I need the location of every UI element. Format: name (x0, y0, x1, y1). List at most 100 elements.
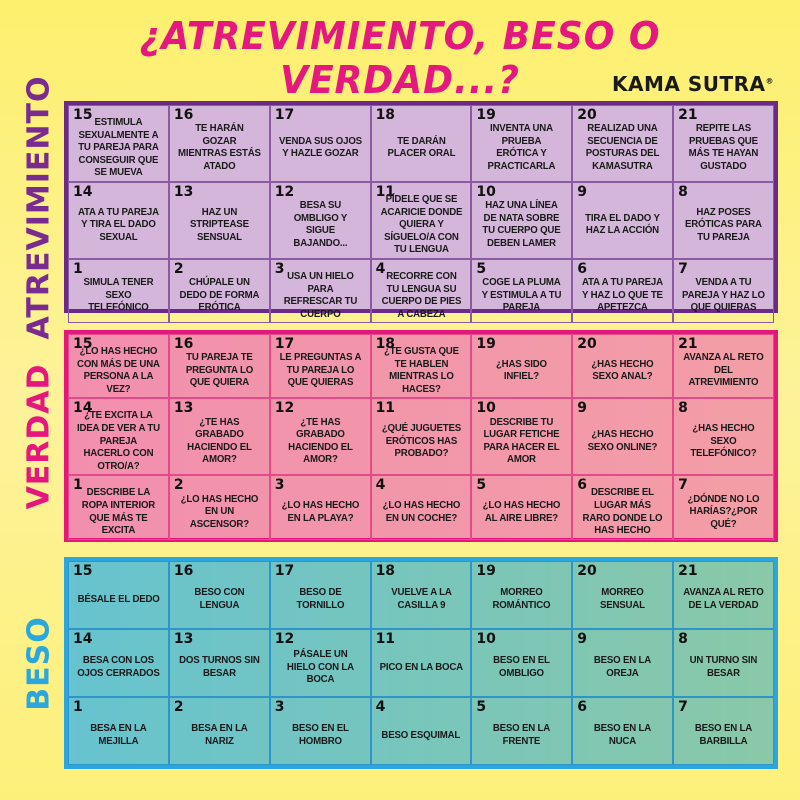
board-square[interactable]: 6 Describe el lugar más raro donde lo has… (572, 475, 674, 540)
square-number: 2 (173, 699, 184, 715)
board-square[interactable]: 9 Beso en la oreja (572, 629, 674, 697)
board-square[interactable]: 17 Beso de tornillo (269, 561, 371, 629)
board-square[interactable]: 7 ¿Dónde no lo harías?¿Por qué? (673, 475, 774, 540)
board-square[interactable]: 13 Haz un striptease sensual (168, 181, 270, 259)
square-number: 17 (274, 336, 295, 352)
square-text: ¿Te has grabado haciendo el amor? (187, 415, 252, 466)
board-square[interactable]: 14 ¿Te excita la idea de ver a tu pareja … (68, 398, 169, 476)
section-label-beso: BESO (14, 557, 64, 769)
board-square[interactable]: 16 Beso con lengua (168, 561, 270, 629)
board-square[interactable]: 13 Dos turnos sin besar (168, 629, 270, 697)
board-square[interactable]: 21 Avanza al reto de la verdad (673, 561, 774, 629)
board-square[interactable]: 13 ¿Te has grabado haciendo el amor? (168, 398, 270, 476)
square-text: Tu pareja te pregunta lo que quiera (185, 351, 253, 389)
board-square[interactable]: 20 Realizad una secuencia de posturas del… (572, 105, 674, 182)
board-square[interactable]: 2 Chúpale un dedo de forma erótica (168, 258, 270, 324)
board-square[interactable]: 10 Beso en el ombligo (471, 629, 573, 697)
board-square[interactable]: 6 Beso en la nuca (572, 697, 674, 765)
board-square[interactable]: 5 ¿Lo has hecho al aire libre? (471, 475, 573, 540)
board-square[interactable]: 1 Besa en la mejilla (68, 697, 169, 765)
square-text: ¿Has sido infiel? (496, 357, 548, 383)
square-number: 16 (173, 336, 194, 352)
board-square[interactable]: 20 ¿Has hecho sexo anal? (572, 334, 674, 399)
square-number: 10 (476, 631, 496, 647)
board-square[interactable]: 4 Recorre con tu lengua su cuerpo de pies… (370, 258, 472, 324)
board-square[interactable]: 12 Pásale un hielo con la boca (269, 629, 371, 697)
square-text: ¿Has hecho sexo anal? (591, 357, 654, 383)
board-square[interactable]: 1 Simula tener sexo telefónico (68, 258, 169, 324)
board-square[interactable]: 8 Haz poses eróticas para tu pareja (673, 181, 774, 259)
board-square[interactable]: 18 Te darán placer oral (370, 105, 472, 182)
square-text: Avanza al reto de la verdad (683, 586, 764, 611)
board-square[interactable]: 14 Besa con los ojos cerrados (68, 629, 169, 697)
board-square[interactable]: 7 Beso en la barbilla (673, 697, 774, 765)
board-square[interactable]: 19 Inventa una prueba erótica y practicar… (471, 105, 573, 182)
square-text: Beso en la frente (493, 722, 551, 747)
square-text: Pico en la boca (379, 660, 463, 673)
board-square[interactable]: 12 ¿Te has grabado haciendo el amor? (269, 398, 371, 476)
board-square[interactable]: 4 ¿Lo has hecho en un coche? (370, 475, 472, 540)
board-square[interactable]: 15 ¿Lo has hecho con más de una persona a… (68, 334, 169, 399)
board-square[interactable]: 17 Venda sus ojos y hazle gozar (269, 105, 371, 182)
board-square[interactable]: 20 Morreo sensual (572, 561, 674, 629)
board-square[interactable]: 8 ¿Has hecho sexo telefónico? (673, 398, 774, 476)
board-square[interactable]: 15 Bésale el dedo (68, 561, 169, 629)
board-square[interactable]: 3 Beso en el hombro (269, 697, 371, 765)
square-number: 17 (274, 107, 295, 123)
square-text: Coge la pluma y estimula a tu pareja (481, 276, 562, 314)
square-number: 2 (173, 477, 184, 494)
square-text: Beso con lengua (194, 586, 245, 611)
square-text: Ata a tu pareja y tira el dado sexual (77, 205, 159, 243)
square-number: 20 (577, 336, 597, 352)
board-square[interactable]: 2 ¿Lo has hecho en un ascensor? (168, 475, 270, 540)
board-square[interactable]: 4 Beso esquimal (370, 697, 472, 765)
board-square[interactable]: 21 Avanza al reto del atrevimiento (673, 334, 774, 399)
board-square[interactable]: 9 Tira el dado y haz la acción (572, 181, 674, 259)
board-square[interactable]: 12 Besa su ombligo y sigue bajando... (269, 181, 371, 259)
board-square[interactable]: 16 Te harán gozar mientras estás atado (168, 105, 270, 182)
board-square[interactable]: 9 ¿Has hecho sexo online? (572, 398, 674, 476)
board-square[interactable]: 1 Describe la ropa interior que más te ex… (68, 475, 169, 540)
square-number: 19 (476, 563, 496, 579)
square-number: 3 (274, 477, 285, 494)
board-square[interactable]: 19 ¿Has sido infiel? (471, 334, 573, 399)
square-text: Venda sus ojos y hazle gozar (278, 134, 362, 160)
board-square[interactable]: 11 Pico en la boca (370, 629, 472, 697)
board-square[interactable]: 6 Ata a tu pareja y haz lo que te apetezc… (572, 258, 674, 324)
board-square[interactable]: 11 Pídele que se acaricie donde quiera y … (370, 181, 472, 259)
board-square[interactable]: 5 Coge la pluma y estimula a tu pareja (471, 258, 573, 324)
brand-name: KAMA SUTRA (612, 72, 766, 96)
board-square[interactable]: 7 Venda a tu pareja y haz lo que quieras (673, 258, 774, 324)
board-square[interactable]: 5 Beso en la frente (471, 697, 573, 765)
board-square[interactable]: 8 Un turno sin besar (673, 629, 774, 697)
square-number: 4 (375, 699, 386, 715)
board-square[interactable]: 10 Haz una línea de nata sobre tu cuerpo … (471, 181, 573, 259)
square-number: 12 (274, 400, 295, 417)
square-text: Describe tu lugar fetiche para hacer el … (483, 415, 560, 466)
board-square[interactable]: 2 Besa en la nariz (168, 697, 270, 765)
board-square[interactable]: 16 Tu pareja te pregunta lo que quiera (168, 334, 270, 399)
board-square[interactable]: 18 Vuelve a la casilla 9 (370, 561, 472, 629)
square-text: Simula tener sexo telefónico (83, 276, 154, 314)
square-number: 21 (678, 336, 698, 352)
board-square[interactable]: 3 Usa un hielo para refrescar tu cuerpo (269, 258, 371, 324)
square-text: Estimula sexualmente a tu pareja para co… (78, 116, 159, 179)
label-text: ATREVIMIENTO (21, 75, 57, 339)
board-square[interactable]: 19 Morreo romántico (471, 561, 573, 629)
square-text: Vuelve a la casilla 9 (390, 586, 452, 611)
square-number: 8 (678, 400, 688, 417)
board-square[interactable]: 15 Estimula sexualmente a tu pareja para … (68, 105, 169, 182)
board-square[interactable]: 10 Describe tu lugar fetiche para hacer e… (471, 398, 573, 476)
board-square[interactable]: 17 Le preguntas a tu pareja lo que quiera… (269, 334, 371, 399)
board-square[interactable]: 11 ¿Qué juguetes eróticos has probado? (370, 398, 472, 476)
square-number: 5 (476, 699, 487, 715)
board-square[interactable]: 18 ¿Te gusta que te hablen mientras lo ha… (370, 334, 472, 399)
square-text: Beso en la nuca (594, 722, 652, 747)
square-text: Recorre con tu lengua su cuerpo de pies … (381, 269, 461, 320)
square-text: Realizad una secuencia de posturas del K… (585, 122, 660, 173)
square-number: 4 (375, 260, 386, 277)
board-square[interactable]: 14 Ata a tu pareja y tira el dado sexual (68, 181, 169, 259)
board-square[interactable]: 3 ¿Lo has hecho en la playa? (269, 475, 371, 540)
board-square[interactable]: 21 Repite las pruebas que más te hayan gu… (673, 105, 774, 182)
square-number: 9 (577, 631, 588, 647)
